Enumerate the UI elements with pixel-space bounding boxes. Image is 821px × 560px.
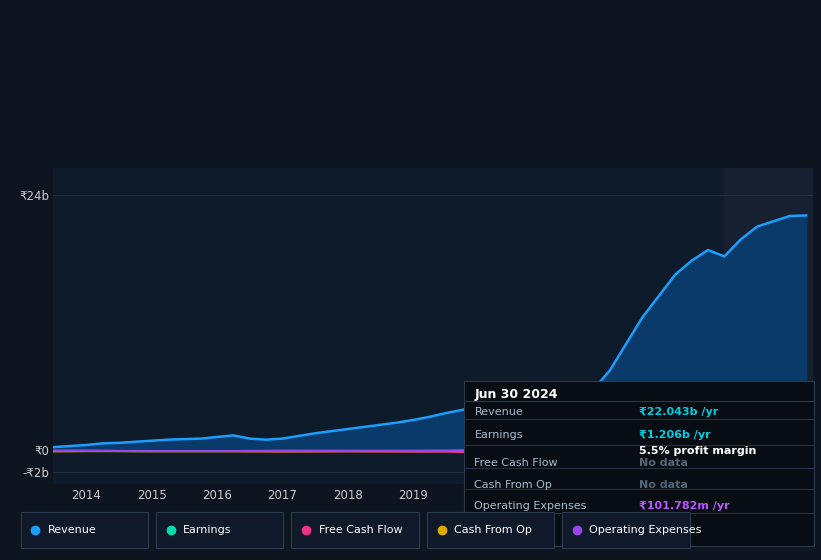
- Text: Cash From Op: Cash From Op: [454, 525, 532, 535]
- Text: Earnings: Earnings: [475, 431, 523, 440]
- FancyBboxPatch shape: [21, 512, 148, 548]
- FancyBboxPatch shape: [562, 512, 690, 548]
- FancyBboxPatch shape: [427, 512, 554, 548]
- Text: Free Cash Flow: Free Cash Flow: [319, 525, 402, 535]
- Text: No data: No data: [639, 459, 688, 469]
- Text: Free Cash Flow: Free Cash Flow: [475, 459, 558, 469]
- Text: Revenue: Revenue: [475, 407, 523, 417]
- FancyBboxPatch shape: [156, 512, 283, 548]
- Bar: [724, 168, 813, 484]
- Text: ₹22.043b /yr: ₹22.043b /yr: [639, 407, 718, 417]
- Text: No data: No data: [639, 480, 688, 490]
- Text: 5.5% profit margin: 5.5% profit margin: [639, 446, 756, 456]
- Text: ₹101.782m /yr: ₹101.782m /yr: [639, 501, 730, 511]
- Text: Revenue: Revenue: [48, 525, 96, 535]
- FancyBboxPatch shape: [291, 512, 419, 548]
- Text: Cash From Op: Cash From Op: [475, 480, 553, 490]
- Text: ₹1.206b /yr: ₹1.206b /yr: [639, 431, 711, 440]
- Text: Operating Expenses: Operating Expenses: [589, 525, 702, 535]
- Text: Earnings: Earnings: [183, 525, 232, 535]
- Text: Jun 30 2024: Jun 30 2024: [475, 388, 558, 401]
- Text: Operating Expenses: Operating Expenses: [475, 501, 587, 511]
